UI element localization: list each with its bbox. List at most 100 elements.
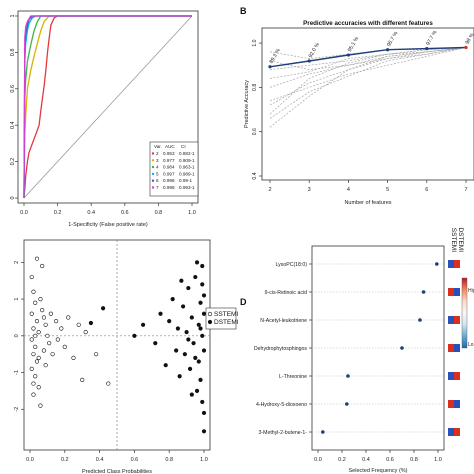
- probability-x-tick-label: 1.0: [200, 457, 208, 463]
- dstemi-point: [193, 355, 198, 360]
- sstemi-point: [34, 359, 40, 364]
- sstemi-point: [31, 352, 36, 357]
- accuracy-x-axis-label: Number of features: [344, 200, 391, 206]
- sstemi-point: [40, 263, 45, 269]
- roc-legend-ci: 0.963-1: [179, 165, 195, 170]
- frequency-x-tick-label: 0.4: [362, 457, 370, 463]
- probability-legend-label: DSTEMI: [214, 319, 239, 326]
- dstemi-point: [196, 322, 201, 327]
- probability-x-tick-label: 0.8: [165, 457, 173, 463]
- accuracy-background-line: [269, 47, 467, 71]
- dstemi-point: [132, 333, 137, 338]
- roc-panel: 0.0 0.2 0.4 0.6 0.8 1.0 1-Specificity (False p…: [10, 10, 199, 228]
- frequency-x-tick-label: 0.8: [410, 457, 418, 463]
- dstemi-point: [200, 282, 205, 287]
- sstemi-point: [53, 319, 59, 324]
- dstemi-point: [191, 341, 196, 346]
- accuracy-point: [307, 59, 311, 63]
- dstemi-point: [201, 429, 207, 434]
- frequency-heatmap-cell: [454, 372, 460, 380]
- accuracy-y-axis-label: Predictive Accuracy: [244, 80, 250, 128]
- roc-y-tick-label: 0.8: [10, 49, 16, 57]
- dstemi-point: [182, 352, 187, 357]
- accuracy-y-tick-label: 0.6: [252, 128, 258, 135]
- roc-legend-swatch: [151, 179, 155, 182]
- sstemi-point: [94, 352, 99, 357]
- probability-legend-box: [205, 307, 237, 330]
- accuracy-title: Predictive accuracies with different fea…: [303, 20, 433, 27]
- colorbar-low-label: Lo: [468, 342, 474, 348]
- sstemi-point: [33, 374, 38, 379]
- dstemi-point: [200, 333, 205, 338]
- sstemi-point: [36, 385, 41, 390]
- accuracy-point-label: 98 %: [465, 32, 474, 46]
- sstemi-point: [55, 337, 60, 342]
- frequency-point: [421, 290, 426, 294]
- roc-legend-var: 2: [156, 151, 159, 156]
- roc-legend-box: [149, 141, 199, 197]
- dstemi-point: [163, 363, 168, 368]
- roc-legend-header: CI: [181, 144, 186, 149]
- frequency-heatmap-cell: [454, 344, 460, 352]
- sstemi-point: [34, 319, 40, 324]
- dstemi-point: [100, 306, 106, 311]
- roc-legend-swatch: [151, 159, 155, 162]
- frequency-heatmap-cell: [448, 344, 454, 352]
- dstemi-point: [201, 293, 207, 298]
- sstemi-point: [76, 322, 81, 327]
- dstemi-point: [200, 399, 205, 405]
- accuracy-point-label: 95.1 %: [347, 36, 360, 53]
- frequency-heatmap-cell: [454, 288, 460, 296]
- probability-y-tick-label: 1: [14, 298, 20, 301]
- dstemi-point: [196, 359, 201, 364]
- frequency-x-tick-label: 1.0: [434, 457, 442, 463]
- roc-legend-auc: 0.997: [163, 171, 175, 176]
- frequency-point: [321, 430, 325, 434]
- frequency-category-label: 4-Hydroxy-5-dioxoeno: [256, 402, 307, 408]
- roc-legend-ci: 0.909-1: [179, 158, 195, 163]
- sstemi-point: [29, 311, 34, 316]
- sstemi-point: [48, 311, 53, 316]
- frequency-heatmap-cell: [448, 372, 454, 380]
- sstemi-point: [31, 289, 36, 294]
- roc-y-tick-label: 0.6: [10, 85, 16, 93]
- roc-legend-auc: 0.984: [163, 165, 175, 170]
- sstemi-point: [66, 315, 71, 320]
- probability-legend-marker: [207, 311, 213, 317]
- colorbar-high-label: Hig: [468, 288, 474, 294]
- roc-legend-auc: 0.998: [163, 178, 175, 183]
- sstemi-point: [34, 256, 40, 261]
- dstemi-point: [186, 285, 191, 291]
- roc-curve-7: [23, 15, 192, 199]
- sstemi-point: [41, 348, 47, 353]
- sstemi-point: [31, 326, 36, 331]
- sstemi-point: [50, 352, 55, 357]
- roc-legend-var: 3: [156, 158, 159, 163]
- accuracy-point: [268, 65, 272, 69]
- probability-y-tick-label: 2: [14, 261, 20, 264]
- accuracy-background-line: [269, 47, 467, 79]
- roc-legend-var: 6: [156, 178, 159, 183]
- roc-legend-swatch: [151, 152, 155, 155]
- roc-x-tick-label: 0.8: [155, 210, 163, 216]
- roc-y-tick-label: 1: [10, 14, 16, 17]
- probability-panel: 0.0 0.2 0.4 0.6 0.8 1.0 Predicted Class Probab…: [14, 239, 239, 474]
- dstemi-point: [174, 348, 179, 353]
- dstemi-point: [201, 348, 207, 353]
- sstemi-point: [38, 403, 43, 408]
- dstemi-point: [167, 319, 172, 324]
- roc-curve-2: [23, 15, 192, 199]
- sstemi-point: [59, 326, 64, 331]
- sstemi-point: [41, 315, 47, 320]
- roc-legend-ci: 0.99-1: [179, 178, 192, 183]
- probability-x-tick-label: 0.6: [131, 457, 139, 463]
- probability-x-axis-label: Predicted Class Probabilities: [82, 469, 152, 474]
- accuracy-point: [425, 47, 429, 51]
- dstemi-point: [198, 300, 203, 305]
- accuracy-point: [464, 45, 468, 50]
- accuracy-panel: B Predictive accuracies with different fe…: [240, 6, 474, 206]
- frequency-heatmap-cell: [448, 288, 454, 296]
- sstemi-point: [47, 341, 52, 346]
- dstemi-point: [158, 311, 163, 316]
